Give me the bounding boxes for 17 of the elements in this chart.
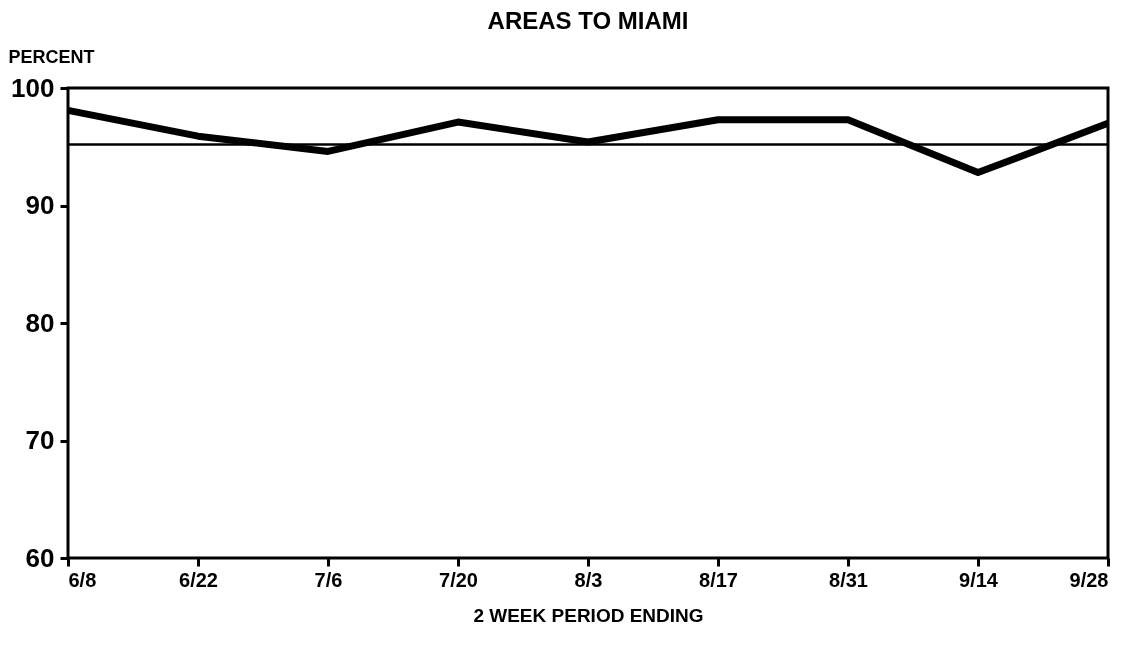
x-tick-label: 7/6	[314, 568, 343, 591]
x-tick-label: 6/22	[179, 568, 218, 591]
y-axis-title: PERCENT	[8, 46, 95, 67]
x-tick-label: 7/20	[439, 568, 478, 591]
x-tick-label: 6/8	[68, 568, 97, 591]
y-tick-label: 100	[11, 72, 55, 103]
x-tick-label: 8/31	[829, 568, 868, 591]
x-tick-label: 8/17	[699, 568, 738, 591]
x-tick-label: 9/14	[959, 568, 999, 591]
y-tick-label: 70	[25, 425, 55, 455]
y-tick-label: 90	[25, 190, 55, 220]
chart-title: AREAS TO MIAMI	[487, 7, 689, 34]
x-axis-title: 2 WEEK PERIOD ENDING	[473, 604, 704, 626]
x-tick-label: 8/3	[574, 568, 603, 591]
y-tick-label: 80	[25, 307, 55, 338]
y-tick-label: 60	[25, 542, 55, 573]
x-tick-label: 9/28	[1069, 568, 1109, 591]
